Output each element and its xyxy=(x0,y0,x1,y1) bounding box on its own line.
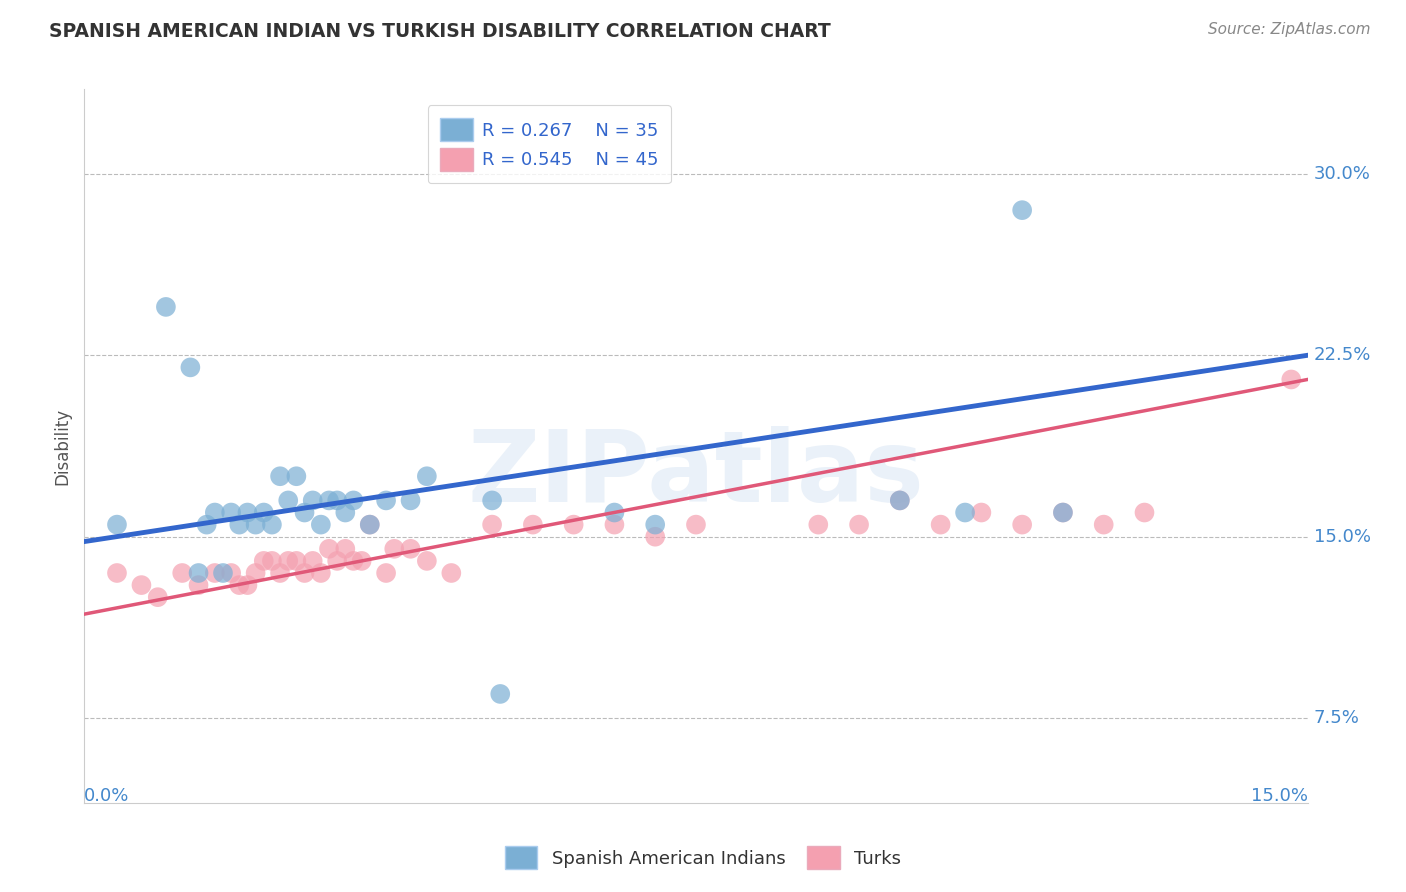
Text: ZIPatlas: ZIPatlas xyxy=(468,426,924,523)
Point xyxy=(375,566,398,580)
Point xyxy=(342,554,364,568)
Point xyxy=(195,517,218,532)
Text: SPANISH AMERICAN INDIAN VS TURKISH DISABILITY CORRELATION CHART: SPANISH AMERICAN INDIAN VS TURKISH DISAB… xyxy=(49,22,831,41)
Point xyxy=(309,517,332,532)
Point xyxy=(359,517,381,532)
Point xyxy=(219,506,242,520)
Point xyxy=(301,554,323,568)
Point xyxy=(889,493,911,508)
Legend: Spanish American Indians, Turks: Spanish American Indians, Turks xyxy=(496,838,910,879)
Point xyxy=(335,541,357,556)
Point xyxy=(277,554,299,568)
Point xyxy=(294,566,316,580)
Point xyxy=(416,469,439,483)
Point xyxy=(342,493,364,508)
Point xyxy=(399,541,422,556)
Point xyxy=(301,493,323,508)
Point xyxy=(187,578,209,592)
Point xyxy=(204,566,226,580)
Point xyxy=(269,566,291,580)
Point xyxy=(105,517,128,532)
Text: 30.0%: 30.0% xyxy=(1313,165,1371,183)
Point xyxy=(285,469,308,483)
Point xyxy=(285,554,308,568)
Point xyxy=(294,506,316,520)
Point xyxy=(953,506,976,520)
Point xyxy=(1279,372,1302,386)
Point xyxy=(131,578,153,592)
Point xyxy=(603,506,626,520)
Point xyxy=(970,506,993,520)
Point xyxy=(228,517,250,532)
Point xyxy=(1011,203,1033,218)
Point xyxy=(375,493,398,508)
Point xyxy=(172,566,194,580)
Point xyxy=(1092,517,1115,532)
Point xyxy=(522,517,544,532)
Point xyxy=(228,578,250,592)
Point xyxy=(326,493,349,508)
Point xyxy=(335,506,357,520)
Point xyxy=(245,566,267,580)
Point xyxy=(929,517,952,532)
Point xyxy=(1011,517,1033,532)
Point xyxy=(399,493,422,508)
Point xyxy=(260,517,283,532)
Text: 0.0%: 0.0% xyxy=(84,787,129,805)
Point xyxy=(155,300,177,314)
Point xyxy=(562,517,585,532)
Text: 15.0%: 15.0% xyxy=(1313,528,1371,546)
Point xyxy=(603,517,626,532)
Point xyxy=(481,517,503,532)
Point xyxy=(889,493,911,508)
Point xyxy=(187,566,209,580)
Point xyxy=(382,541,405,556)
Point xyxy=(309,566,332,580)
Point xyxy=(212,566,235,580)
Point xyxy=(236,506,259,520)
Point xyxy=(1052,506,1074,520)
Point xyxy=(440,566,463,580)
Point xyxy=(350,554,373,568)
Point xyxy=(253,506,276,520)
Text: 7.5%: 7.5% xyxy=(1313,709,1360,727)
Point xyxy=(219,566,242,580)
Text: 15.0%: 15.0% xyxy=(1250,787,1308,805)
Point xyxy=(260,554,283,568)
Point xyxy=(105,566,128,580)
Point xyxy=(318,541,340,556)
Point xyxy=(807,517,830,532)
Point xyxy=(1133,506,1156,520)
Point xyxy=(269,469,291,483)
Point xyxy=(848,517,870,532)
Point xyxy=(179,360,201,375)
Point xyxy=(644,530,666,544)
Legend: R = 0.267    N = 35, R = 0.545    N = 45: R = 0.267 N = 35, R = 0.545 N = 45 xyxy=(427,105,671,184)
Text: 22.5%: 22.5% xyxy=(1313,346,1371,364)
Point xyxy=(644,517,666,532)
Point xyxy=(416,554,439,568)
Point xyxy=(277,493,299,508)
Y-axis label: Disability: Disability xyxy=(53,408,72,484)
Text: Source: ZipAtlas.com: Source: ZipAtlas.com xyxy=(1208,22,1371,37)
Point xyxy=(326,554,349,568)
Point xyxy=(245,517,267,532)
Point xyxy=(146,590,169,604)
Point xyxy=(318,493,340,508)
Point xyxy=(236,578,259,592)
Point xyxy=(685,517,707,532)
Point xyxy=(481,493,503,508)
Point xyxy=(359,517,381,532)
Point xyxy=(204,506,226,520)
Point xyxy=(489,687,512,701)
Point xyxy=(1052,506,1074,520)
Point xyxy=(253,554,276,568)
